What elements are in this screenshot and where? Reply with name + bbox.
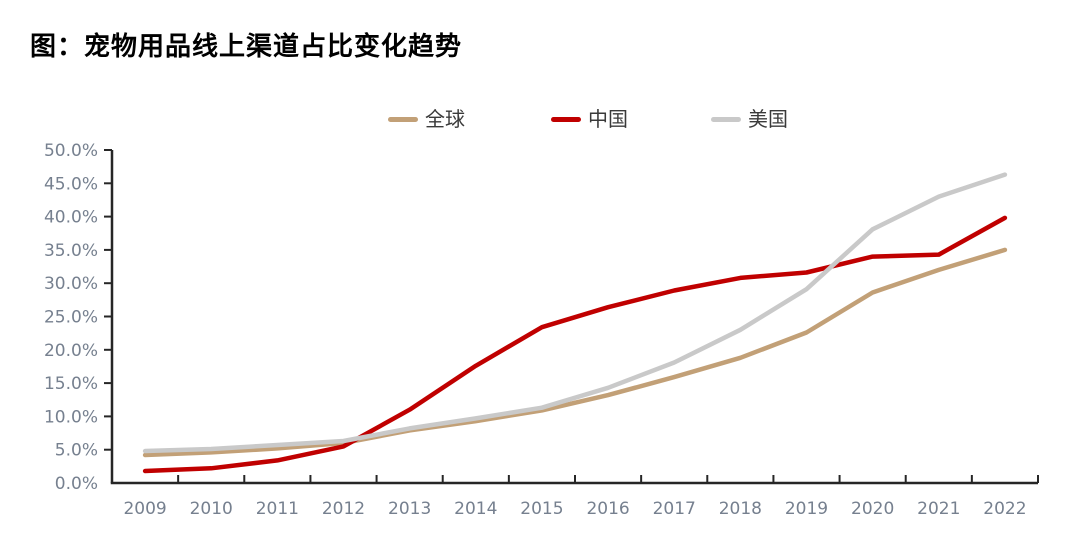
legend-item-us: 美国 [711,106,788,132]
x-axis-tick-label: 2022 [983,499,1026,519]
series-line-全球 [142,247,1008,458]
series-line-中国 [142,215,1008,474]
legend-swatch-china-icon [551,116,581,122]
y-axis-tick-label: 20.0% [44,341,98,361]
y-axis-tick-label: 15.0% [44,374,98,394]
legend-item-china: 中国 [551,106,628,132]
y-axis-tick-label: 0.0% [55,474,98,494]
x-axis-tick-label: 2017 [653,499,696,519]
y-axis-tick-label: 10.0% [44,407,98,427]
x-axis-tick-label: 2020 [851,499,894,519]
legend-label-us: 美国 [748,107,788,131]
x-axis-tick-label: 2010 [190,499,233,519]
x-axis-tick-label: 2015 [520,499,563,519]
x-axis-tick-label: 2011 [256,499,299,519]
legend-label-global: 全球 [425,107,465,131]
legend-item-global: 全球 [388,106,465,132]
x-axis-tick-label: 2021 [917,499,960,519]
x-axis-tick-label: 2016 [586,499,629,519]
x-axis-tick-label: 2014 [454,499,497,519]
y-axis-tick-label: 5.0% [55,441,98,461]
legend-swatch-global-icon [388,116,418,122]
x-axis-tick-label: 2013 [388,499,431,519]
y-axis-tick-label: 40.0% [44,208,98,228]
x-axis-tick-label: 2012 [322,499,365,519]
legend-label-china: 中国 [588,107,628,131]
legend: 全球 中国 美国 [0,106,1080,132]
series-line-美国 [142,172,1008,454]
chart-title: 图：宠物用品线上渠道占比变化趋势 [30,32,463,62]
y-axis-tick-label: 35.0% [44,241,98,261]
x-axis-tick-label: 2018 [719,499,762,519]
x-axis-tick-label: 2009 [123,499,166,519]
y-axis-tick-label: 50.0% [44,141,98,161]
x-axis-tick-label: 2019 [785,499,828,519]
y-axis-tick-label: 45.0% [44,174,98,194]
y-axis-tick-label: 25.0% [44,308,98,328]
legend-swatch-us-icon [711,116,741,122]
y-axis-tick-label: 30.0% [44,274,98,294]
